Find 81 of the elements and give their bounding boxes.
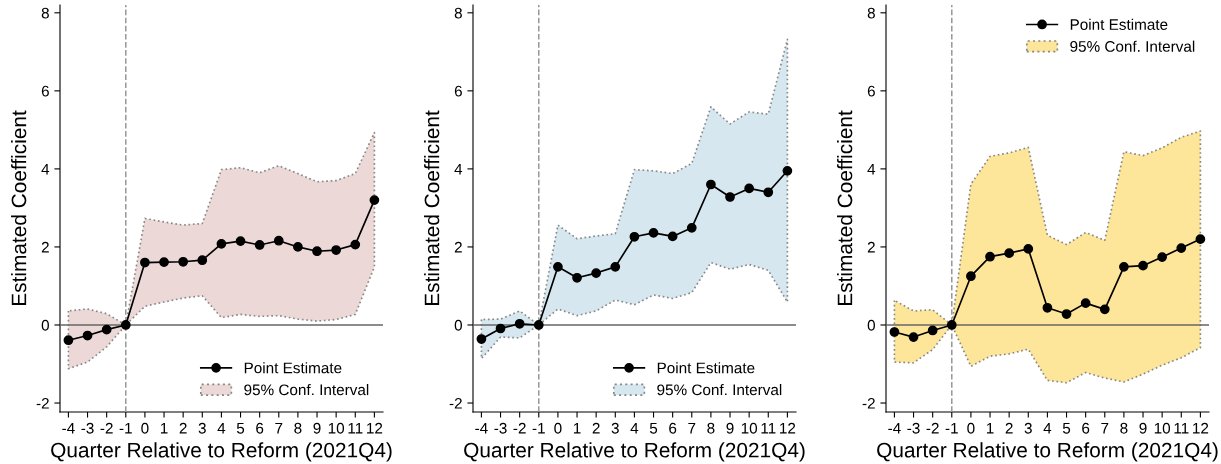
x-tick-label: 9	[1139, 422, 1147, 434]
x-tick-label: 7	[688, 422, 696, 434]
y-tick-label: 4	[41, 163, 50, 175]
y-tick-label: 2	[454, 241, 462, 253]
y-tick-label: -2	[449, 397, 462, 409]
y-axis-title: Estimated Coefficient	[424, 110, 440, 306]
annotation: 95% Conf. Interval	[1070, 40, 1195, 52]
x-tick-label: 0	[967, 422, 975, 434]
x-tick-label: -2	[100, 422, 113, 434]
legend-label: Point Estimate	[657, 362, 755, 374]
y-tick-label: 6	[867, 85, 875, 97]
x-tick-label: 5	[649, 422, 658, 434]
y-tick-label: 2	[867, 241, 875, 253]
x-tick-label: 11	[348, 422, 363, 434]
x-tick-label: 4	[630, 422, 639, 434]
x-tick-label: 10	[328, 422, 345, 434]
y-axis-title: Estimated Coefficient	[837, 110, 853, 306]
y-tick-label: -2	[36, 397, 49, 409]
x-tick-label: -4	[888, 422, 901, 434]
x-tick-label: 9	[726, 422, 734, 434]
legend-label: Point Estimate	[244, 362, 342, 374]
x-tick-label: 6	[256, 422, 264, 434]
y-tick-label: 4	[454, 163, 463, 175]
x-tick-label: 6	[669, 422, 677, 434]
x-tick-label: 8	[707, 422, 715, 434]
x-tick-label: -1	[119, 422, 132, 434]
x-tick-label: 0	[141, 422, 149, 434]
x-tick-label: 2	[179, 422, 187, 434]
x-tick-label: -4	[475, 422, 488, 434]
x-tick-label: 1	[986, 422, 994, 434]
x-tick-label: 1	[160, 422, 168, 434]
x-tick-label: -4	[62, 422, 75, 434]
x-tick-label: 3	[1024, 422, 1032, 434]
x-tick-label: 3	[198, 422, 206, 434]
x-tick-label: 10	[1154, 422, 1171, 434]
x-tick-label: 5	[236, 422, 245, 434]
x-tick-label: 8	[1120, 422, 1128, 434]
x-tick-label: -2	[926, 422, 939, 434]
x-tick-label: 6	[1082, 422, 1090, 434]
y-axis-title: Estimated Coefficient	[11, 110, 27, 306]
y-tick-label: 8	[454, 7, 462, 19]
x-tick-label: 4	[217, 422, 226, 434]
x-tick-label: 11	[761, 422, 776, 434]
y-tick-label: -2	[862, 397, 875, 409]
x-tick-label: 9	[313, 422, 321, 434]
annotation: 95% Conf. Interval	[244, 384, 369, 396]
x-tick-label: 7	[275, 422, 283, 434]
x-tick-label: 10	[741, 422, 758, 434]
x-tick-label: 2	[592, 422, 600, 434]
y-tick-label: 8	[867, 7, 875, 19]
annotation: 95% Conf. Interval	[657, 384, 782, 396]
x-tick-label: 3	[611, 422, 619, 434]
x-axis-title: Quarter Relative to Reform (2021Q4)	[51, 442, 392, 462]
x-tick-label: 2	[1005, 422, 1013, 434]
x-tick-label: -3	[81, 422, 94, 434]
x-tick-label: -1	[532, 422, 545, 434]
x-tick-label: 12	[780, 422, 796, 434]
x-tick-label: 1	[573, 422, 581, 434]
y-tick-label: 0	[41, 319, 49, 331]
y-tick-label: 6	[454, 85, 462, 97]
y-tick-label: 2	[41, 241, 49, 253]
x-tick-label: 7	[1101, 422, 1109, 434]
x-tick-label: 0	[554, 422, 562, 434]
x-axis-title: Quarter Relative to Reform (2021Q4)	[464, 442, 805, 462]
y-tick-label: 4	[867, 163, 876, 175]
x-tick-label: 12	[1193, 422, 1209, 434]
x-tick-label: 11	[1174, 422, 1189, 434]
x-tick-label: -1	[945, 422, 958, 434]
x-tick-label: -2	[513, 422, 526, 434]
y-tick-label: 6	[41, 85, 49, 97]
y-tick-label: 8	[41, 7, 49, 19]
x-axis-title: Quarter Relative to Reform (2021Q4)	[877, 442, 1218, 462]
x-tick-label: 12	[367, 422, 383, 434]
x-tick-label: 5	[1062, 422, 1071, 434]
y-tick-label: 0	[454, 319, 462, 331]
y-tick-label: 0	[867, 319, 875, 331]
x-tick-label: -3	[907, 422, 920, 434]
legend-label: Point Estimate	[1070, 18, 1168, 30]
x-tick-label: -3	[494, 422, 507, 434]
x-tick-label: 4	[1043, 422, 1052, 434]
x-tick-label: 8	[294, 422, 302, 434]
